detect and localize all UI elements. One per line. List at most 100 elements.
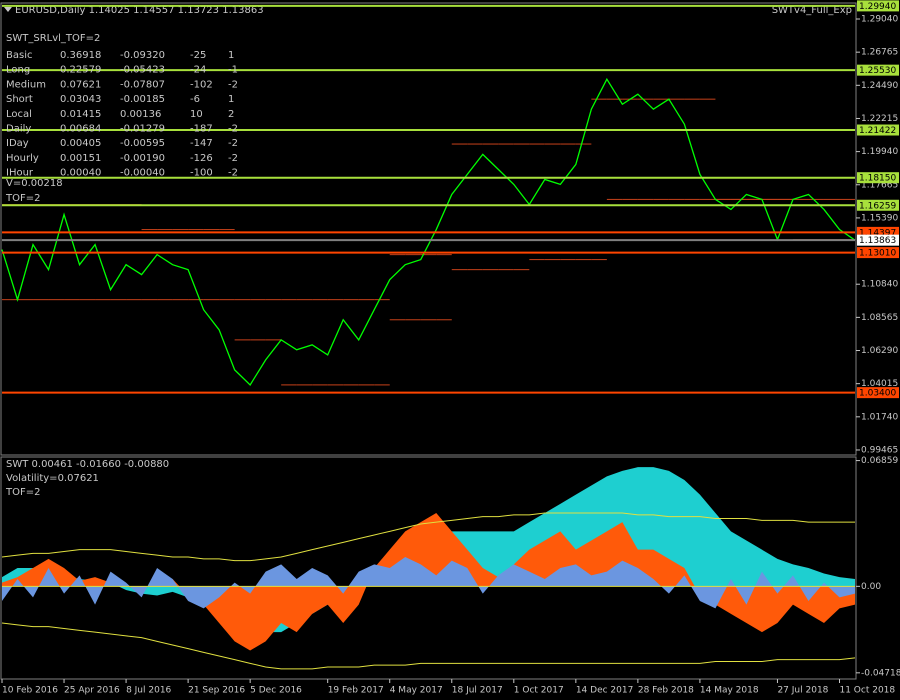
info-cell: -0.00185 bbox=[120, 94, 165, 105]
info-note: V=0.00218 bbox=[6, 178, 63, 189]
info-cell: Local bbox=[6, 109, 32, 120]
level-box bbox=[857, 0, 899, 12]
level-box bbox=[857, 172, 899, 184]
x-tick-label: 10 Feb 2016 bbox=[2, 686, 58, 696]
y-tick-label: 1.01740 bbox=[861, 412, 898, 422]
x-tick-label: 25 Apr 2016 bbox=[64, 686, 120, 696]
y-tick-label: 0.00 bbox=[861, 582, 881, 592]
info-cell: -100 bbox=[190, 168, 213, 179]
level-box bbox=[857, 387, 899, 399]
info-cell: 2 bbox=[228, 109, 234, 120]
y-tick-label: 1.22215 bbox=[861, 114, 898, 124]
info-cell: 0.07621 bbox=[60, 79, 101, 90]
level-label: 1.21422 bbox=[859, 126, 896, 136]
y-tick-label: 1.04015 bbox=[861, 379, 898, 389]
info-cell: -1 bbox=[228, 65, 238, 76]
y-tick-label: 1.19940 bbox=[861, 147, 898, 157]
info-cell: 0.22579 bbox=[60, 65, 101, 76]
info-cell: 1 bbox=[228, 50, 234, 61]
x-tick-label: 14 Dec 2017 bbox=[576, 686, 634, 696]
level-label: 1.13010 bbox=[859, 249, 896, 259]
x-tick-label: 14 May 2018 bbox=[700, 686, 759, 696]
y-tick-label: 0.06859 bbox=[861, 456, 898, 466]
info-cell: 0.00040 bbox=[60, 168, 101, 179]
level-label: 1.29940 bbox=[859, 2, 896, 12]
level-box bbox=[857, 247, 899, 259]
y-tick-label: 1.15390 bbox=[861, 213, 898, 223]
x-tick-label: 19 Feb 2017 bbox=[328, 686, 384, 696]
info-cell: -2 bbox=[228, 79, 238, 90]
info-cell: 10 bbox=[190, 109, 203, 120]
level-label: 1.25530 bbox=[859, 66, 896, 76]
info-cell: 0.00405 bbox=[60, 138, 101, 149]
level-box bbox=[857, 234, 899, 246]
info-cell: -0.05423 bbox=[120, 65, 165, 76]
info-cell: -25 bbox=[190, 50, 206, 61]
indicator-band bbox=[1, 512, 855, 562]
level-box bbox=[857, 226, 899, 238]
y-tick-label: 1.06290 bbox=[861, 346, 898, 356]
price-panel bbox=[0, 2, 857, 456]
info-cell: Hourly bbox=[6, 153, 39, 164]
info-cell: 0.00151 bbox=[60, 153, 101, 164]
info-cell: -102 bbox=[190, 79, 213, 90]
info-cell: -0.00040 bbox=[120, 168, 165, 179]
info-cell: Medium bbox=[6, 79, 46, 90]
info-cell: 0.00136 bbox=[120, 109, 161, 120]
info-cell: -0.07807 bbox=[120, 79, 165, 90]
level-box bbox=[857, 199, 899, 211]
level-box bbox=[857, 124, 899, 136]
info-title: SWT_SRLvl_TOF=2 bbox=[6, 33, 100, 44]
x-tick-label: 5 Dec 2016 bbox=[250, 686, 302, 696]
info-cell: -126 bbox=[190, 153, 213, 164]
level-box bbox=[857, 64, 899, 76]
level-label: 1.03400 bbox=[859, 389, 896, 399]
info-cell: 0.00684 bbox=[60, 124, 101, 135]
info-cell: IDay bbox=[6, 138, 29, 149]
info-cell: -2 bbox=[228, 124, 238, 135]
x-tick-label: 27 Jul 2018 bbox=[777, 686, 828, 696]
info-cell: Short bbox=[6, 94, 33, 105]
x-tick-label: 11 Oct 2018 bbox=[839, 686, 895, 696]
x-tick-label: 8 Jul 2016 bbox=[126, 686, 171, 696]
x-tick-label: 18 Jul 2017 bbox=[452, 686, 503, 696]
indicator-title: SWT 0.00461 -0.01660 -0.00880 bbox=[6, 459, 169, 470]
y-tick-label: 1.08565 bbox=[861, 313, 898, 323]
expert-name: SWTv4_Full_Exp bbox=[772, 5, 852, 16]
y-tick-label: 1.24490 bbox=[861, 81, 898, 91]
y-tick-label: 1.26765 bbox=[861, 48, 898, 58]
info-cell: -2 bbox=[228, 168, 238, 179]
x-tick-label: 1 Oct 2017 bbox=[514, 686, 564, 696]
x-tick-label: 21 Sep 2016 bbox=[188, 686, 245, 696]
info-cell: -0.01279 bbox=[120, 124, 165, 135]
panel-marker bbox=[4, 7, 12, 12]
info-cell: -0.00595 bbox=[120, 138, 165, 149]
chart-title: EURUSD,Daily 1.14025 1.14557 1.13723 1.1… bbox=[15, 5, 264, 16]
indicator-panel bbox=[0, 456, 857, 680]
y-tick-label: -0.04718 bbox=[861, 668, 900, 678]
info-cell: -6 bbox=[190, 94, 200, 105]
info-cell: -147 bbox=[190, 138, 213, 149]
level-label: 1.18150 bbox=[859, 174, 896, 184]
price-line bbox=[1, 77, 856, 386]
indicator-area bbox=[2, 557, 855, 609]
info-cell: -187 bbox=[190, 124, 213, 135]
info-cell: Basic bbox=[6, 50, 32, 61]
y-tick-label: 1.17665 bbox=[861, 180, 898, 190]
indicator-note: Volatility=0.07621 bbox=[6, 473, 99, 484]
y-tick-label: 0.99465 bbox=[861, 445, 898, 455]
y-tick-label: 1.29040 bbox=[861, 15, 898, 25]
info-cell: Long bbox=[6, 65, 30, 76]
indicator-band bbox=[1, 622, 856, 670]
info-cell: IHour bbox=[6, 168, 34, 179]
indicator-note: TOF=2 bbox=[5, 487, 40, 498]
info-cell: Daily bbox=[6, 124, 31, 135]
level-label: 1.16259 bbox=[859, 201, 896, 211]
info-cell: -24 bbox=[190, 65, 206, 76]
info-cell: 0.03043 bbox=[60, 94, 101, 105]
info-cell: -0.09320 bbox=[120, 50, 165, 61]
info-cell: -2 bbox=[228, 138, 238, 149]
info-cell: 0.01415 bbox=[60, 109, 101, 120]
